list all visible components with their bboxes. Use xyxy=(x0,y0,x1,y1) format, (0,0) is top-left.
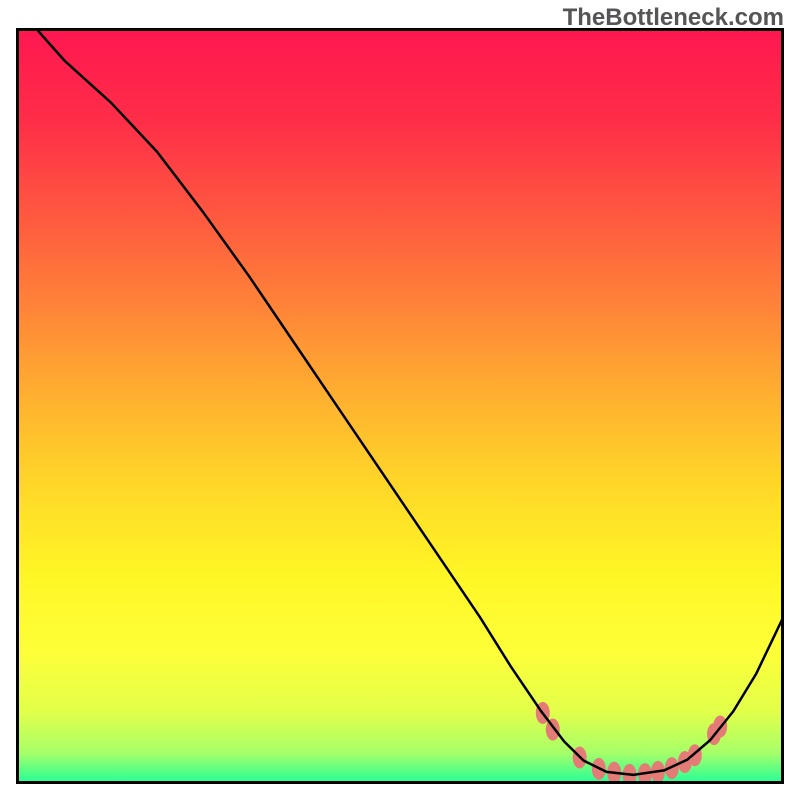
plot-area xyxy=(16,28,784,784)
plot-svg xyxy=(19,31,784,784)
gradient-background xyxy=(19,31,784,784)
chart-container: TheBottleneck.com xyxy=(0,0,800,800)
